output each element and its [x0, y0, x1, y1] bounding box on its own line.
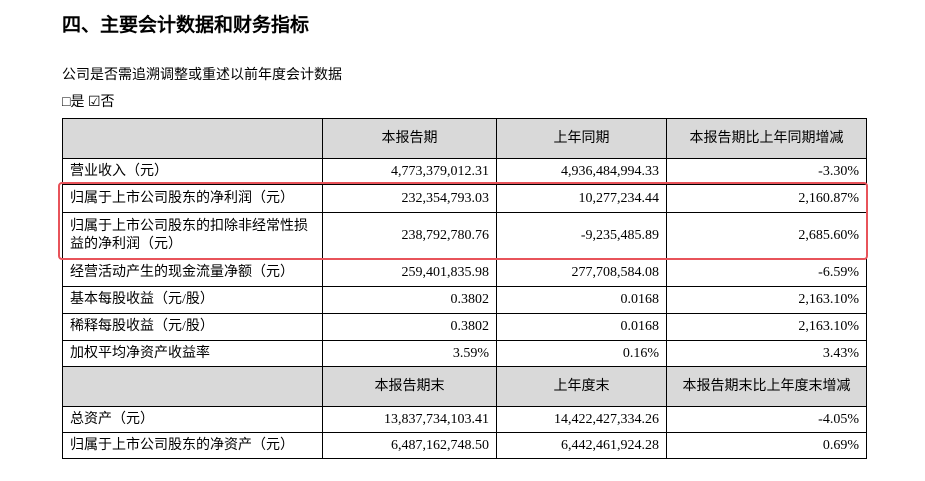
data-row: 经营活动产生的现金流量净额（元） 259,401,835.98 277,708,58… [62, 258, 867, 287]
value-cell: -3.30% [666, 158, 867, 185]
header-cell: 本报告期末比上年度末增减 [666, 366, 867, 407]
header-row: 本报告期末 上年度末 本报告期末比上年度末增减 [62, 366, 867, 407]
data-table: 本报告期 上年同期 本报告期比上年同期增减 营业收入（元） 4,773,379,012.… [62, 118, 867, 459]
value-cell: -9,235,485.89 [496, 212, 667, 259]
value-cell: 0.3802 [322, 313, 497, 341]
data-row: 基本每股收益（元/股） 0.3802 0.0168 2,163.10% [62, 286, 867, 314]
data-row: 加权平均净资产收益率 3.59% 0.16% 3.43% [62, 340, 867, 367]
question: 公司是否需追溯调整或重述以前年度会计数据 [62, 68, 342, 83]
options: □是 ☑否 [62, 95, 115, 110]
header-cell: 本报告期比上年同期增减 [666, 118, 867, 159]
header-row: 本报告期 上年同期 本报告期比上年同期增减 [62, 118, 867, 159]
data-row: 稀释每股收益（元/股） 0.3802 0.0168 2,163.10% [62, 313, 867, 341]
value-cell: 259,401,835.98 [322, 258, 497, 287]
value-cell: 2,160.87% [666, 184, 867, 213]
value-cell: 6,442,461,924.28 [496, 432, 667, 459]
label-cell: 基本每股收益（元/股） [62, 286, 323, 314]
value-cell: 3.43% [666, 340, 867, 367]
value-cell: 0.69% [666, 432, 867, 459]
value-cell: 238,792,780.76 [322, 212, 497, 259]
value-cell: -6.59% [666, 258, 867, 287]
data-row: 总资产（元） 13,837,734,103.41 14,422,427,334.26… [62, 406, 867, 433]
header-cell: 上年度末 [496, 366, 667, 407]
value-cell: 0.0168 [496, 286, 667, 314]
header-cell [62, 366, 323, 407]
header-cell: 本报告期 [322, 118, 497, 159]
label-cell: 归属于上市公司股东的净资产（元） [62, 432, 323, 459]
value-cell: 6,487,162,748.50 [322, 432, 497, 459]
header-cell: 上年同期 [496, 118, 667, 159]
value-cell: 13,837,734,103.41 [322, 406, 497, 433]
value-cell: 3.59% [322, 340, 497, 367]
value-cell: 4,936,484,994.33 [496, 158, 667, 185]
value-cell: 2,163.10% [666, 286, 867, 314]
data-row: 归属于上市公司股东的净资产（元） 6,487,162,748.50 6,442,46… [62, 432, 867, 459]
data-row: 归属于上市公司股东的扣除非经常性损益的净利润（元） 238,792,780.76-… [62, 212, 867, 259]
value-cell: 2,163.10% [666, 313, 867, 341]
value-cell: 4,773,379,012.31 [322, 158, 497, 185]
data-row: 归属于上市公司股东的净利润（元） 232,354,793.03 10,277,234… [62, 184, 867, 213]
value-cell: 232,354,793.03 [322, 184, 497, 213]
header-cell [62, 118, 323, 159]
value-cell: 0.16% [496, 340, 667, 367]
section-title: 四、主要会计数据和财务指标 [62, 14, 310, 36]
value-cell: 0.0168 [496, 313, 667, 341]
label-cell: 营业收入（元） [62, 158, 323, 185]
value-cell: 14,422,427,334.26 [496, 406, 667, 433]
value-cell: 10,277,234.44 [496, 184, 667, 213]
label-cell: 加权平均净资产收益率 [62, 340, 323, 367]
label-cell: 归属于上市公司股东的扣除非经常性损益的净利润（元） [62, 212, 323, 259]
value-cell: 277,708,584.08 [496, 258, 667, 287]
data-row: 营业收入（元） 4,773,379,012.31 4,936,484,994.33-… [62, 158, 867, 185]
label-cell: 经营活动产生的现金流量净额（元） [62, 258, 323, 287]
value-cell: 2,685.60% [666, 212, 867, 259]
label-cell: 稀释每股收益（元/股） [62, 313, 323, 341]
value-cell: 0.3802 [322, 286, 497, 314]
value-cell: -4.05% [666, 406, 867, 433]
label-cell: 归属于上市公司股东的净利润（元） [62, 184, 323, 213]
label-cell: 总资产（元） [62, 406, 323, 433]
header-cell: 本报告期末 [322, 366, 497, 407]
